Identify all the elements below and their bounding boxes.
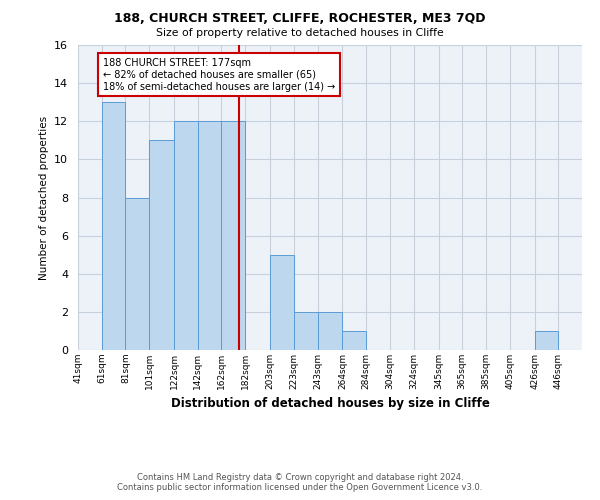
Text: Size of property relative to detached houses in Cliffe: Size of property relative to detached ho… xyxy=(156,28,444,38)
Text: Contains HM Land Registry data © Crown copyright and database right 2024.
Contai: Contains HM Land Registry data © Crown c… xyxy=(118,473,482,492)
Y-axis label: Number of detached properties: Number of detached properties xyxy=(38,116,49,280)
Bar xyxy=(270,254,294,350)
Bar xyxy=(221,121,245,350)
X-axis label: Distribution of detached houses by size in Cliffe: Distribution of detached houses by size … xyxy=(170,398,490,410)
Bar xyxy=(535,331,558,350)
Text: 188, CHURCH STREET, CLIFFE, ROCHESTER, ME3 7QD: 188, CHURCH STREET, CLIFFE, ROCHESTER, M… xyxy=(114,12,486,26)
Text: 188 CHURCH STREET: 177sqm
← 82% of detached houses are smaller (65)
18% of semi-: 188 CHURCH STREET: 177sqm ← 82% of detac… xyxy=(103,58,335,92)
Bar xyxy=(125,198,149,350)
Bar xyxy=(317,312,343,350)
Bar xyxy=(198,121,221,350)
Bar xyxy=(294,312,317,350)
Bar xyxy=(343,331,366,350)
Bar xyxy=(102,102,125,350)
Bar xyxy=(174,121,198,350)
Bar xyxy=(149,140,174,350)
